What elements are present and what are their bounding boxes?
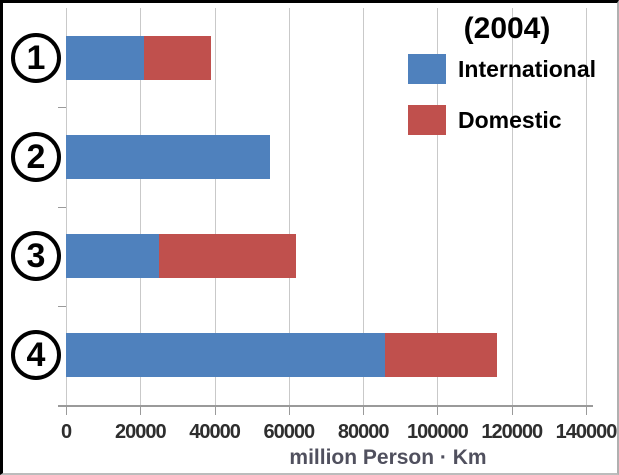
x-tick-120000 — [511, 407, 513, 415]
gridline-60000 — [288, 8, 290, 405]
x-tick-140000 — [586, 407, 587, 415]
bar-4-domestic-segment — [385, 333, 497, 378]
bar-3-domestic-segment — [158, 234, 297, 279]
x-tick-100000 — [437, 407, 439, 415]
x-tick-label-100000: 100000 — [407, 421, 469, 443]
x-tick-label-120000: 120000 — [481, 421, 543, 443]
category-boundary-tick — [58, 107, 66, 109]
gridline-0 — [66, 8, 67, 405]
legend: (2004) International Domestic — [398, 12, 616, 144]
bar-1-international-segment — [66, 35, 144, 80]
legend-label-domestic: Domestic — [458, 106, 562, 133]
bar-2-international-segment — [66, 134, 271, 179]
x-tick-label-0: 0 — [60, 421, 72, 443]
legend-label-international: International — [458, 55, 597, 82]
legend-title: (2004) — [463, 12, 551, 45]
bar-4-international-segment — [66, 333, 386, 378]
bar-3-international-segment — [66, 234, 159, 279]
gridline-120000 — [511, 8, 513, 405]
gridline-100000 — [437, 8, 439, 405]
x-tick-label-20000: 20000 — [114, 421, 167, 443]
international-swatch-icon — [408, 54, 446, 84]
x-tick-80000 — [363, 407, 365, 415]
category-boundary-tick — [58, 305, 66, 307]
x-tick-20000 — [140, 407, 142, 415]
x-axis-line — [58, 405, 593, 407]
x-tick-0 — [66, 407, 67, 415]
x-tick-label-60000: 60000 — [263, 421, 316, 443]
x-axis-title: million Person · Km — [289, 446, 487, 469]
domestic-swatch-icon — [408, 105, 446, 135]
category-badge-4: 4 — [11, 330, 61, 381]
gridline-20000 — [140, 8, 142, 405]
gridline-140000 — [586, 8, 587, 405]
category-badge-1: 1 — [11, 32, 61, 83]
gridline-80000 — [363, 8, 365, 405]
x-tick-40000 — [214, 407, 216, 415]
gridline-40000 — [214, 8, 216, 405]
legend-item-international: International — [408, 54, 596, 84]
legend-item-domestic: Domestic — [408, 105, 562, 135]
x-tick-label-80000: 80000 — [337, 421, 390, 443]
category-badge-2: 2 — [11, 131, 61, 182]
x-tick-60000 — [288, 407, 290, 415]
plot-area — [66, 8, 587, 405]
category-badge-3: 3 — [11, 231, 61, 282]
x-tick-label-40000: 40000 — [189, 421, 241, 443]
bar-1-domestic-segment — [144, 35, 211, 80]
category-boundary-tick — [58, 206, 66, 208]
x-tick-label-140000: 140000 — [555, 421, 618, 443]
